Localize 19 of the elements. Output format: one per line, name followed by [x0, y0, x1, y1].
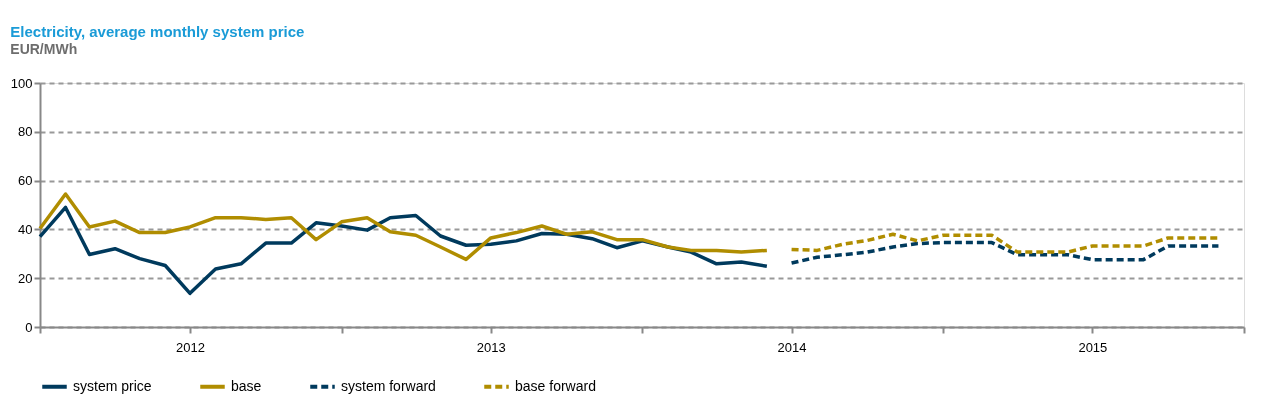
legend-label: system price	[73, 377, 152, 394]
legend-label: base forward	[515, 377, 596, 394]
x-tick-label: 2015	[1078, 339, 1108, 355]
y-tick-label: 80	[18, 124, 33, 140]
line-series	[789, 240, 1221, 265]
y-tick-label: 40	[18, 221, 33, 237]
line-series	[38, 205, 769, 296]
y-tick-label: 100	[10, 75, 33, 91]
x-tick-label: 2014	[777, 339, 807, 355]
y-tick-label: 60	[18, 173, 33, 189]
line-series	[38, 192, 769, 262]
y-tick-label: 0	[25, 319, 33, 335]
legend-label: base	[231, 377, 262, 394]
chart-title: Electricity, average monthly system price	[10, 23, 305, 40]
x-tick-label: 2012	[176, 339, 205, 355]
chart-subtitle: EUR/MWh	[10, 41, 78, 57]
legend-label: system forward	[341, 377, 436, 394]
y-tick-label: 20	[18, 270, 33, 286]
x-tick-label: 2013	[476, 339, 506, 355]
